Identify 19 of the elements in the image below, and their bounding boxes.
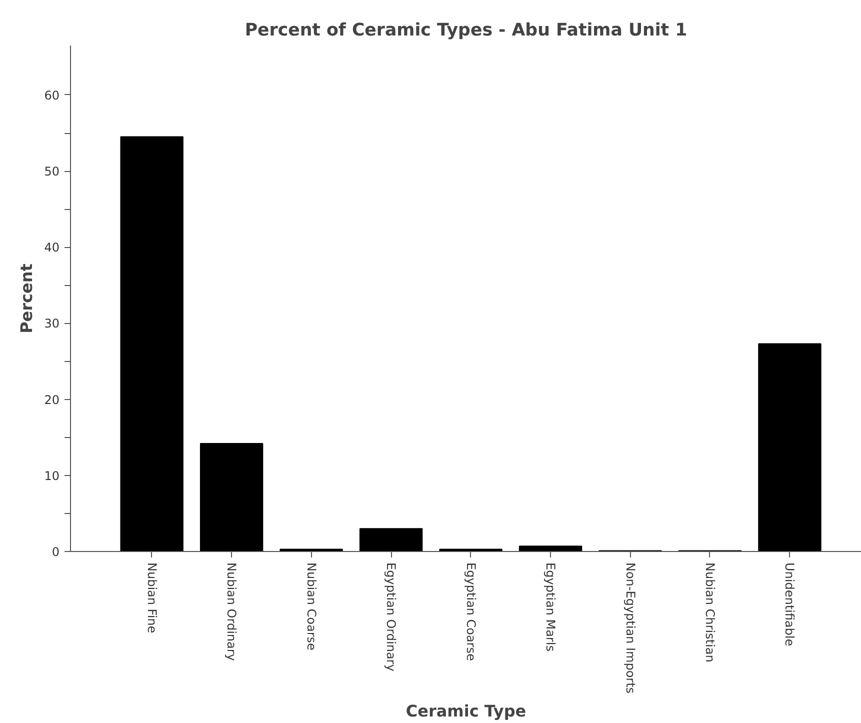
x-tick-label: Egyptian Marls	[544, 562, 558, 652]
y-tick-label: 0	[52, 545, 60, 559]
x-axis-title: Ceramic Type	[406, 702, 526, 721]
x-tick-label: Nubian Ordinary	[224, 562, 239, 661]
y-axis-title: Percent	[17, 263, 36, 334]
x-tick-label: Nubian Coarse	[304, 562, 318, 650]
y-tick-label: 10	[44, 468, 60, 483]
y-tick-label: 50	[44, 164, 60, 179]
x-tick-label: Egyptian Ordinary	[384, 562, 398, 672]
x-tick-label: Unidentifiable	[782, 562, 797, 646]
y-tick-label: 40	[44, 240, 60, 255]
x-tick-label: Nubian Christian	[703, 562, 717, 662]
y-tick-label: 20	[44, 392, 60, 407]
x-tick-label: Egyptian Coarse	[464, 562, 478, 661]
y-tick-label: 60	[44, 88, 60, 102]
chart-title: Percent of Ceramic Types - Abu Fatima Unit 1	[244, 20, 688, 40]
x-tick-label: Non-Egyptian Imports	[623, 562, 638, 694]
y-tick-label: 30	[44, 316, 60, 331]
x-tick-label: Nubian Fine	[144, 562, 159, 634]
